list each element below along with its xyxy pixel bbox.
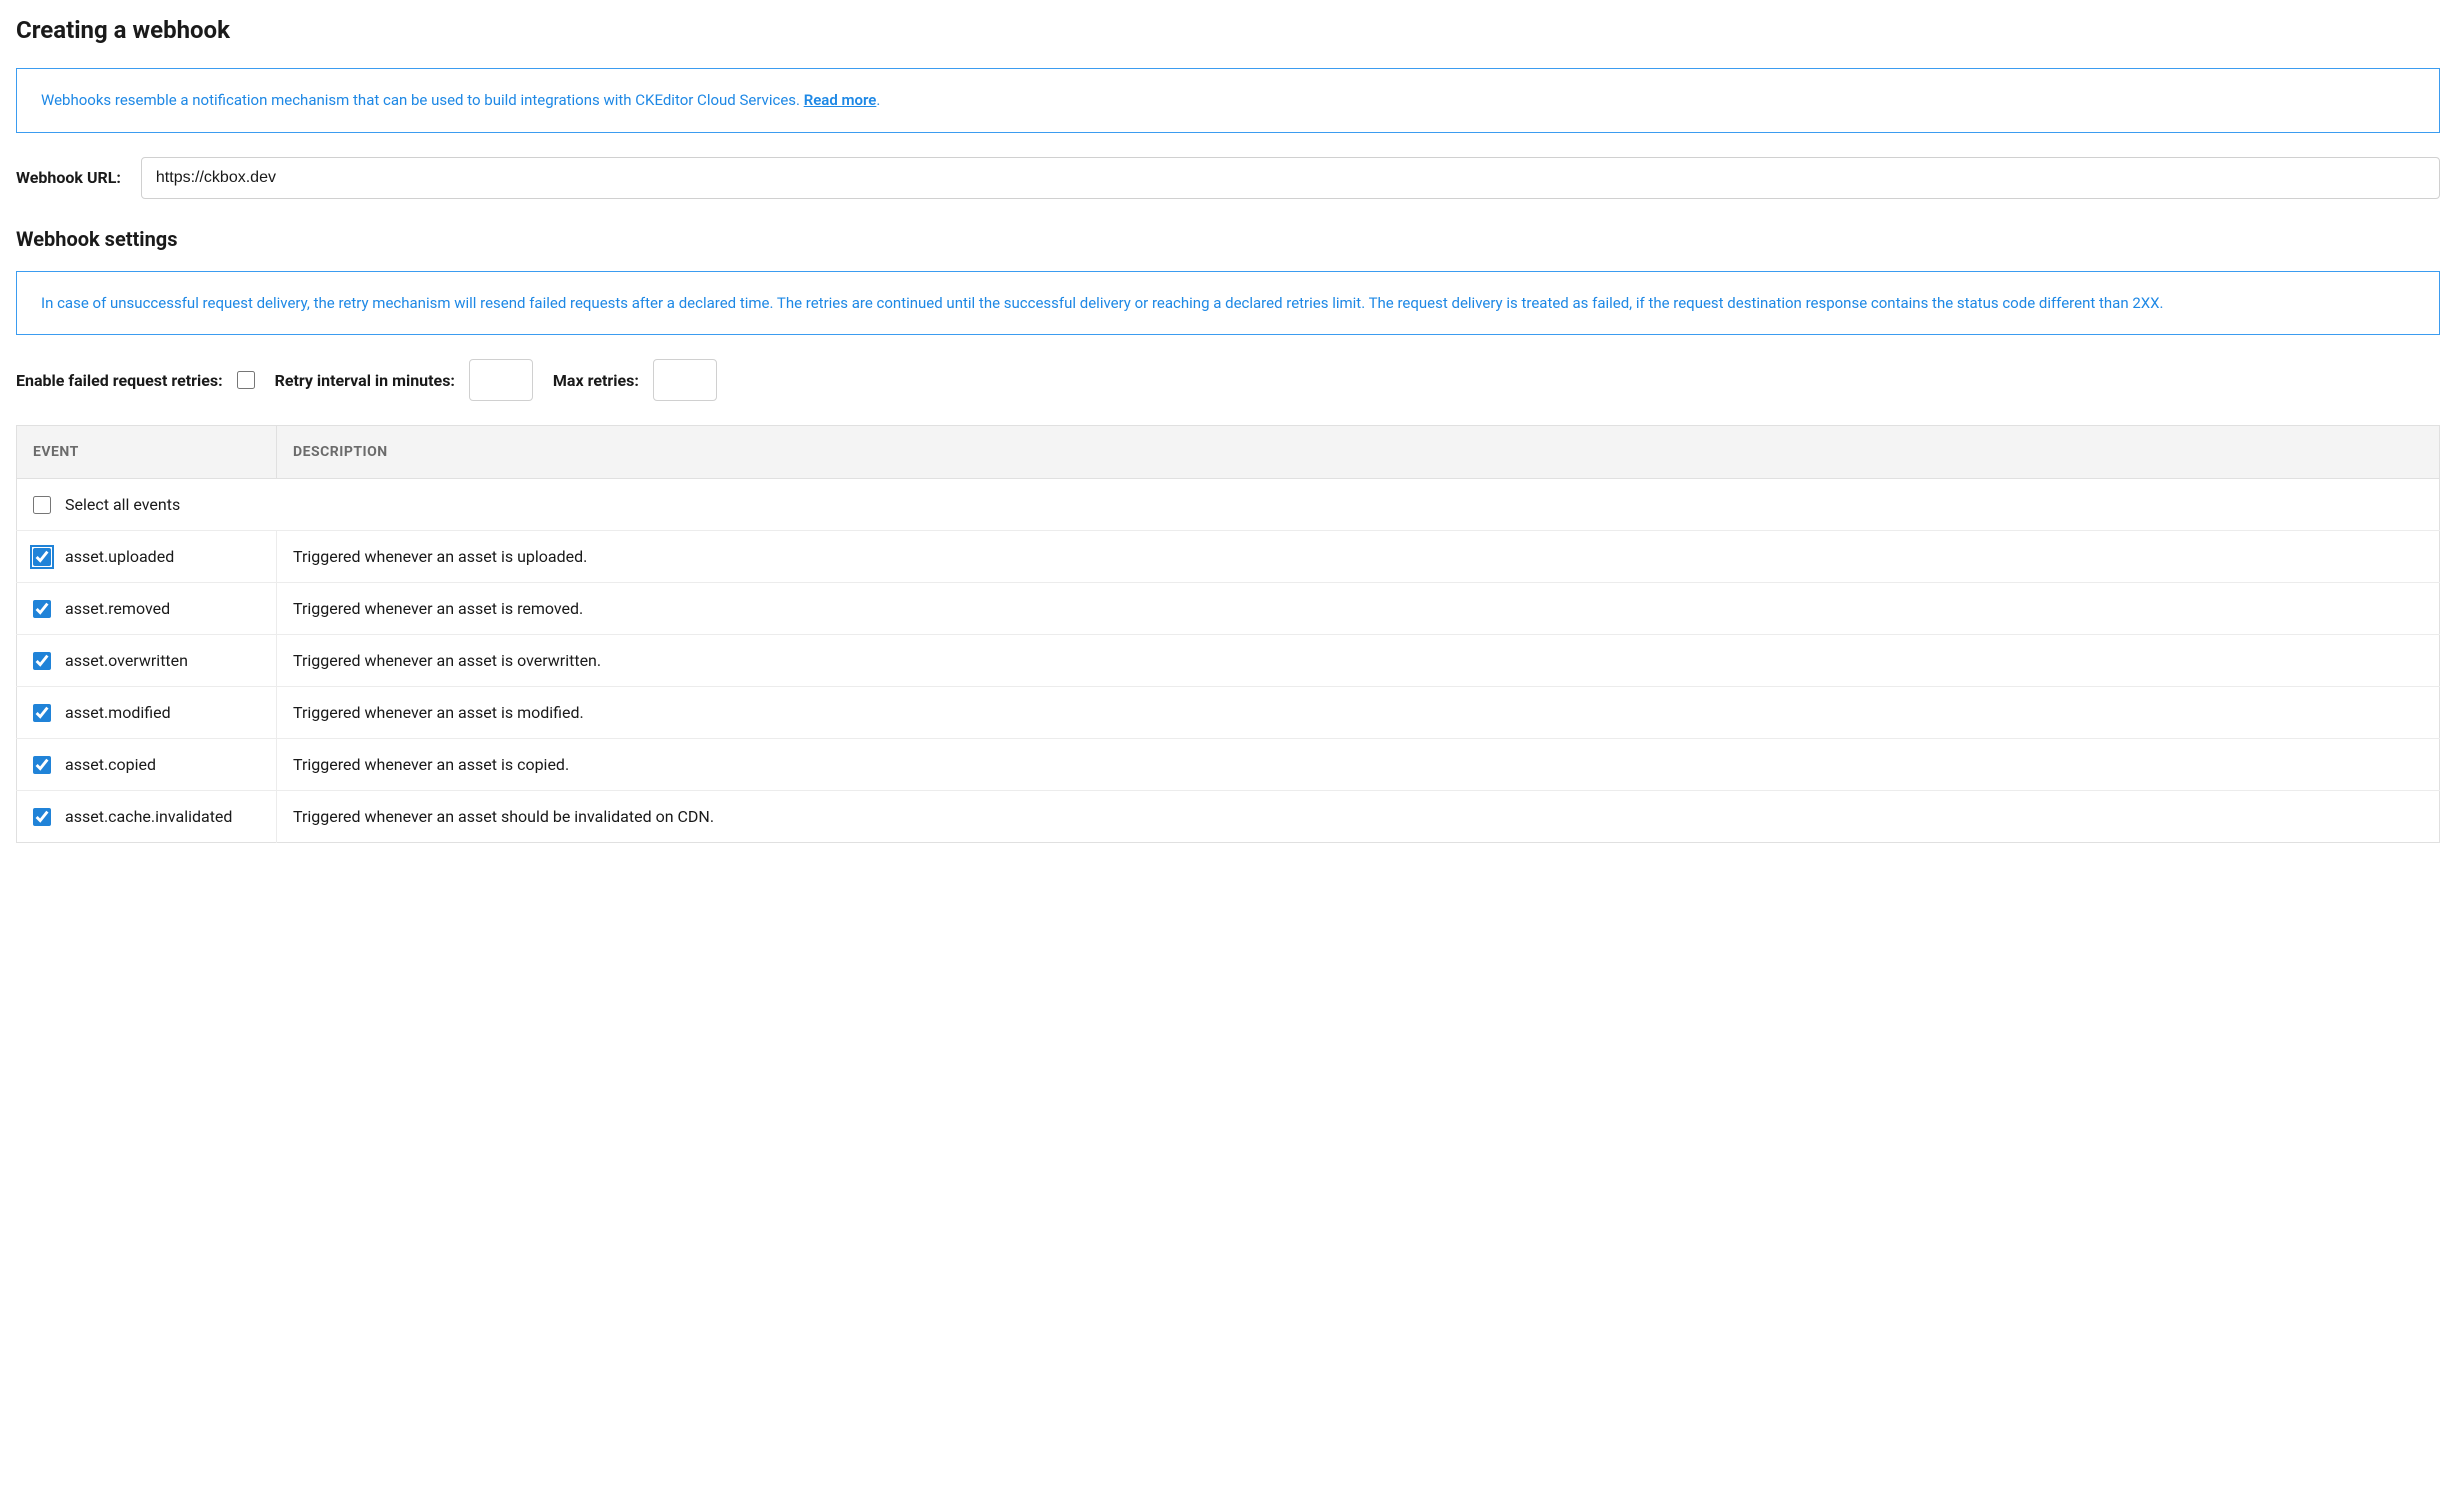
event-checkbox[interactable] <box>33 600 51 618</box>
max-retries-input[interactable] <box>653 359 717 401</box>
select-all-checkbox[interactable] <box>33 496 51 514</box>
webhook-url-label: Webhook URL: <box>16 168 121 187</box>
table-row: asset.uploaded Triggered whenever an asse… <box>17 531 2440 583</box>
event-cell: asset.copied <box>17 739 277 791</box>
event-name: asset.modified <box>65 703 171 722</box>
event-description: Triggered whenever an asset should be in… <box>277 791 2440 843</box>
event-cell: asset.cache.invalidated <box>17 791 277 843</box>
col-header-description: DESCRIPTION <box>277 426 2440 479</box>
retry-interval-label: Retry interval in minutes: <box>275 371 455 390</box>
event-name: asset.uploaded <box>65 547 174 566</box>
max-retries-label: Max retries: <box>553 371 639 390</box>
table-row: asset.copied Triggered whenever an asset … <box>17 739 2440 791</box>
webhook-settings-title: Webhook settings <box>16 227 2440 251</box>
event-cell: asset.modified <box>17 687 277 739</box>
event-checkbox[interactable] <box>33 808 51 826</box>
event-cell: asset.overwritten <box>17 635 277 687</box>
read-more-link[interactable]: Read more <box>804 91 877 109</box>
webhook-url-row: Webhook URL: <box>16 157 2440 199</box>
event-name: asset.removed <box>65 599 170 618</box>
info-box-webhooks: Webhooks resemble a notification mechani… <box>16 68 2440 133</box>
select-all-row: Select all events <box>17 479 2440 531</box>
settings-row: Enable failed request retries: Retry int… <box>16 359 2440 401</box>
event-cell: asset.uploaded <box>17 531 277 583</box>
event-checkbox[interactable] <box>33 548 51 566</box>
event-checkbox[interactable] <box>33 756 51 774</box>
event-name: asset.overwritten <box>65 651 188 670</box>
enable-retries-checkbox[interactable] <box>237 371 255 389</box>
info-text-prefix: Webhooks resemble a notification mechani… <box>41 91 804 109</box>
info-box-retries: In case of unsuccessful request delivery… <box>16 271 2440 336</box>
info-text-suffix: . <box>876 91 880 109</box>
table-row: asset.removed Triggered whenever an asset… <box>17 583 2440 635</box>
table-row: asset.modified Triggered whenever an asse… <box>17 687 2440 739</box>
event-cell: asset.removed <box>17 583 277 635</box>
event-description: Triggered whenever an asset is uploaded. <box>277 531 2440 583</box>
event-checkbox[interactable] <box>33 704 51 722</box>
event-checkbox[interactable] <box>33 652 51 670</box>
event-name: asset.cache.invalidated <box>65 807 232 826</box>
event-name: asset.copied <box>65 755 156 774</box>
col-header-event: EVENT <box>17 426 277 479</box>
webhook-url-input[interactable] <box>141 157 2440 199</box>
events-table: EVENT DESCRIPTION Select all events asse… <box>16 425 2440 843</box>
event-description: Triggered whenever an asset is modified. <box>277 687 2440 739</box>
table-row: asset.cache.invalidated Triggered wheneve… <box>17 791 2440 843</box>
event-description: Triggered whenever an asset is removed. <box>277 583 2440 635</box>
table-row: asset.overwritten Triggered whenever an a… <box>17 635 2440 687</box>
enable-retries-label: Enable failed request retries: <box>16 371 223 390</box>
event-description: Triggered whenever an asset is copied. <box>277 739 2440 791</box>
event-description: Triggered whenever an asset is overwritt… <box>277 635 2440 687</box>
page-title: Creating a webhook <box>16 16 2440 44</box>
retry-interval-input[interactable] <box>469 359 533 401</box>
select-all-label: Select all events <box>65 495 180 514</box>
info-retries-text: In case of unsuccessful request delivery… <box>41 294 2164 312</box>
